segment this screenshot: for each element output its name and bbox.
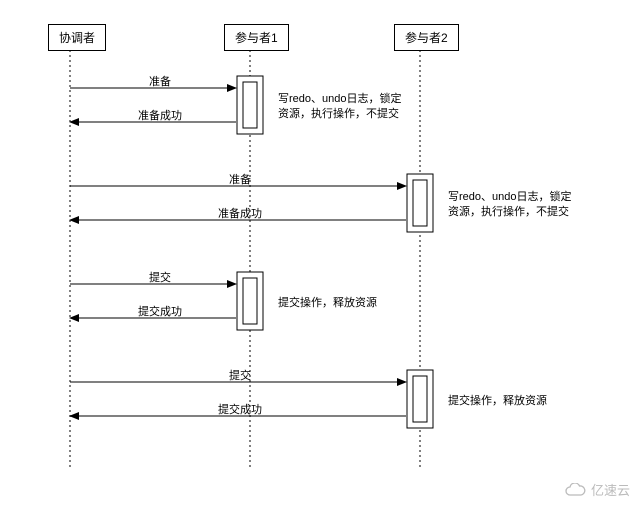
activation-p2-commit [407,370,433,428]
activation-p1-commit [237,272,263,330]
watermark-text: 亿速云 [591,480,630,499]
watermark: 亿速云 [564,480,630,499]
activation-p2-prepare [407,174,433,232]
activation-p1-prepare [237,76,263,134]
cloud-icon [564,483,586,497]
sequence-diagram-svg [0,0,640,507]
